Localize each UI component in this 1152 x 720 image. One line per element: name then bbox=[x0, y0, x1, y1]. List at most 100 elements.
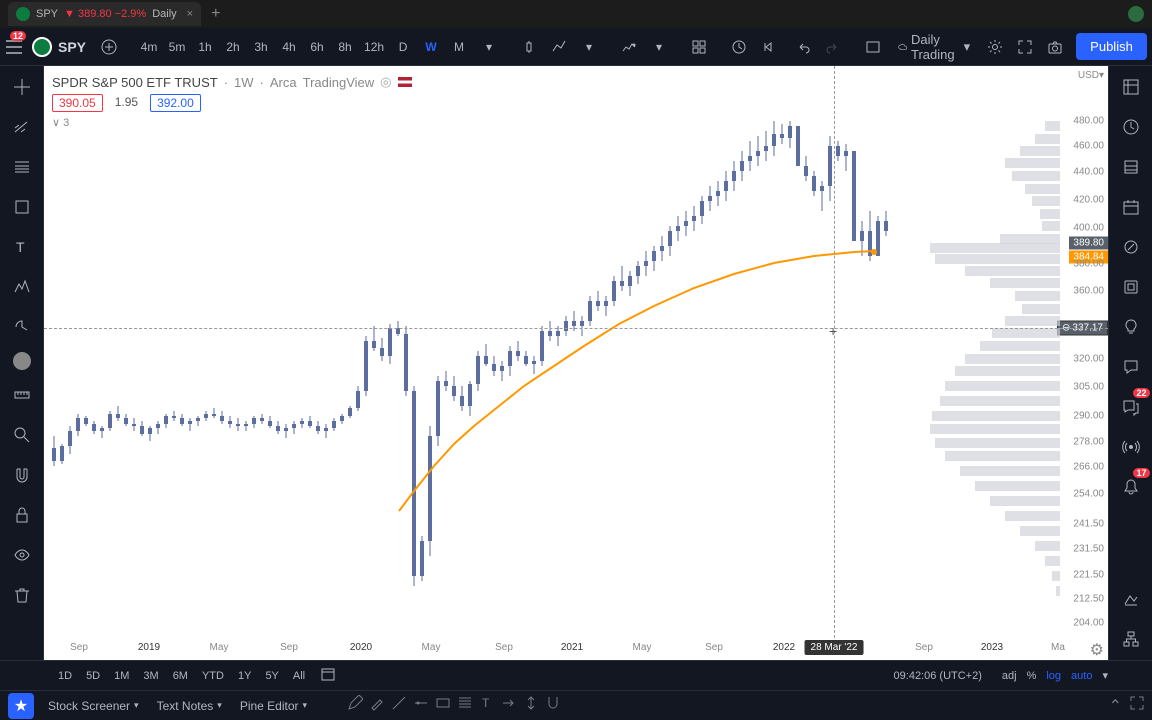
interval-M[interactable]: M bbox=[446, 33, 472, 61]
interval-5m[interactable]: 5m bbox=[164, 33, 190, 61]
replay-button[interactable] bbox=[756, 33, 782, 61]
interval-8h[interactable]: 8h bbox=[332, 33, 358, 61]
interval-3h[interactable]: 3h bbox=[248, 33, 274, 61]
dom-button[interactable] bbox=[1116, 584, 1146, 614]
eye-tool[interactable] bbox=[7, 540, 37, 570]
lock-tool[interactable] bbox=[7, 500, 37, 530]
zoom-tool[interactable] bbox=[7, 420, 37, 450]
time-axis[interactable]: ⚙ Sep2019MaySep2020MaySep2021MaySep2022S… bbox=[44, 638, 1060, 660]
goto-date-button[interactable] bbox=[315, 665, 341, 686]
fib-tool[interactable] bbox=[7, 152, 37, 182]
range-opt-%[interactable]: % bbox=[1027, 670, 1037, 682]
range-1Y[interactable]: 1Y bbox=[232, 668, 257, 684]
color-tool[interactable] bbox=[13, 352, 31, 370]
panel-up-icon[interactable]: ⌃ bbox=[1109, 696, 1122, 716]
brush-tool-icon[interactable] bbox=[369, 695, 385, 716]
interval-W[interactable]: W bbox=[418, 33, 444, 61]
interval-12h[interactable]: 12h bbox=[360, 33, 388, 61]
add-symbol-button[interactable] bbox=[96, 33, 122, 61]
watchlist-button[interactable] bbox=[1116, 72, 1146, 102]
favorites-button[interactable]: ★ bbox=[8, 693, 34, 719]
magnet-tool[interactable] bbox=[7, 460, 37, 490]
hline-tool-icon[interactable] bbox=[413, 695, 429, 716]
templates-button[interactable] bbox=[686, 33, 712, 61]
pencil-tool-icon[interactable] bbox=[347, 695, 363, 716]
indicators-dropdown[interactable]: ▾ bbox=[646, 33, 672, 61]
menu-button[interactable]: 12 bbox=[6, 33, 22, 61]
range-1D[interactable]: 1D bbox=[52, 668, 78, 684]
eye-icon[interactable]: ◎ bbox=[380, 74, 391, 90]
range-YTD[interactable]: YTD bbox=[196, 668, 230, 684]
prediction-tool[interactable] bbox=[7, 312, 37, 342]
magnet2-tool-icon[interactable] bbox=[545, 695, 561, 716]
calendar-button[interactable] bbox=[1116, 192, 1146, 222]
ruler-tool[interactable] bbox=[7, 380, 37, 410]
news-button[interactable] bbox=[1116, 232, 1146, 262]
layout-button[interactable] bbox=[860, 33, 886, 61]
indicators-button[interactable] bbox=[616, 33, 642, 61]
ideas-button[interactable] bbox=[1116, 312, 1146, 342]
publish-button[interactable]: Publish bbox=[1076, 33, 1147, 60]
alerts-button[interactable] bbox=[1116, 112, 1146, 142]
bottom-tab[interactable]: Text Notes ▾ bbox=[149, 695, 230, 717]
trend-line-tool[interactable] bbox=[7, 112, 37, 142]
settings-button[interactable] bbox=[982, 33, 1008, 61]
range-opt-adj[interactable]: adj bbox=[1002, 670, 1017, 682]
fib-tool-icon[interactable] bbox=[457, 695, 473, 716]
measure-tool-icon[interactable] bbox=[523, 695, 539, 716]
maximize-icon[interactable] bbox=[1130, 696, 1144, 715]
symbol-search[interactable]: SPY bbox=[26, 37, 92, 57]
bottom-tab[interactable]: Stock Screener ▾ bbox=[40, 695, 147, 717]
price-axis[interactable]: USD▾ 480.00460.00440.00420.00400.00389.8… bbox=[1060, 66, 1108, 630]
range-opt-auto[interactable]: auto bbox=[1071, 670, 1092, 682]
undo-button[interactable] bbox=[790, 33, 816, 61]
range-5D[interactable]: 5D bbox=[80, 668, 106, 684]
interval-4m[interactable]: 4m bbox=[136, 33, 162, 61]
candle-type-button[interactable] bbox=[516, 33, 542, 61]
line-tool-icon[interactable] bbox=[391, 695, 407, 716]
interval-6h[interactable]: 6h bbox=[304, 33, 330, 61]
line-type-button[interactable] bbox=[546, 33, 572, 61]
stream-button[interactable]: 22 bbox=[1116, 392, 1146, 422]
currency-label[interactable]: USD▾ bbox=[1078, 70, 1104, 81]
text-tool[interactable]: T bbox=[7, 232, 37, 262]
browser-tab[interactable]: SPY ▼ 389.80 −2.9% Daily × bbox=[8, 2, 201, 26]
interval-2h[interactable]: 2h bbox=[220, 33, 246, 61]
range-6M[interactable]: 6M bbox=[167, 668, 194, 684]
pattern-tool[interactable] bbox=[7, 272, 37, 302]
range-1M[interactable]: 1M bbox=[108, 668, 135, 684]
object-tree-button[interactable] bbox=[1116, 624, 1146, 654]
cursor-tool[interactable] bbox=[7, 72, 37, 102]
shapes-tool[interactable] bbox=[7, 192, 37, 222]
profile-icon[interactable] bbox=[1128, 6, 1144, 22]
close-icon[interactable]: × bbox=[187, 8, 193, 20]
redo-button[interactable] bbox=[820, 33, 846, 61]
chat-button[interactable] bbox=[1116, 352, 1146, 382]
range-All[interactable]: All bbox=[287, 668, 311, 684]
notifications-button[interactable]: 17 bbox=[1116, 472, 1146, 502]
legend-collapse[interactable]: ∨ 3 bbox=[52, 116, 412, 129]
chart-area[interactable]: SPDR S&P 500 ETF TRUST · 1W · Arca Tradi… bbox=[44, 66, 1108, 660]
collapse-icon[interactable]: ▾ bbox=[1102, 669, 1108, 682]
interval-D[interactable]: D bbox=[390, 33, 416, 61]
hotlist-button[interactable] bbox=[1116, 152, 1146, 182]
range-5Y[interactable]: 5Y bbox=[259, 668, 284, 684]
rect-tool-icon[interactable] bbox=[435, 695, 451, 716]
range-opt-log[interactable]: log bbox=[1046, 670, 1061, 682]
data-window-button[interactable] bbox=[1116, 272, 1146, 302]
alert-button[interactable] bbox=[726, 33, 752, 61]
broadcast-button[interactable] bbox=[1116, 432, 1146, 462]
arrow-tool-icon[interactable] bbox=[501, 695, 517, 716]
new-tab-button[interactable]: + bbox=[211, 5, 220, 23]
axis-settings-icon[interactable]: ⚙ bbox=[1090, 640, 1104, 660]
trash-tool[interactable] bbox=[7, 580, 37, 610]
interval-1h[interactable]: 1h bbox=[192, 33, 218, 61]
fullscreen-button[interactable] bbox=[1012, 33, 1038, 61]
interval-dropdown[interactable]: ▾ bbox=[476, 33, 502, 61]
layout-name[interactable]: Daily Trading ▾ bbox=[890, 32, 978, 62]
text-tool-icon[interactable]: T bbox=[479, 695, 495, 716]
range-3M[interactable]: 3M bbox=[137, 668, 164, 684]
bottom-tab[interactable]: Pine Editor ▾ bbox=[232, 695, 315, 717]
snapshot-button[interactable] bbox=[1042, 33, 1068, 61]
line-dropdown[interactable]: ▾ bbox=[576, 33, 602, 61]
